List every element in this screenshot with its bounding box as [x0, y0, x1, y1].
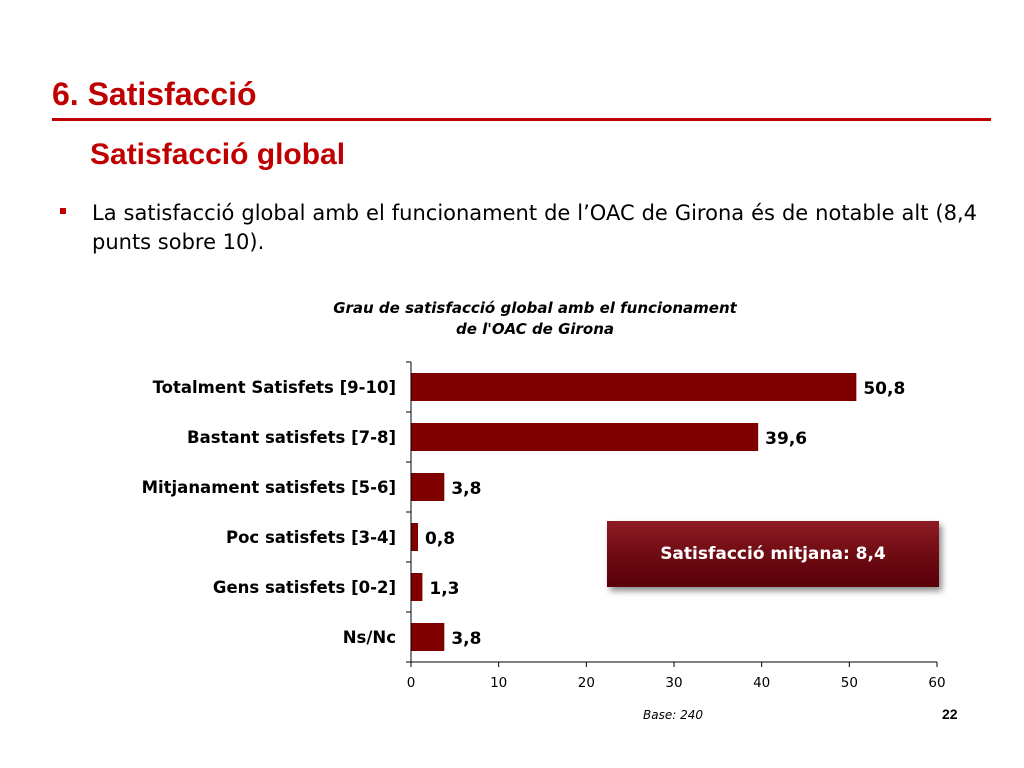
bar [411, 473, 445, 501]
value-label: 39,6 [765, 429, 807, 449]
value-label: 1,3 [429, 579, 459, 599]
category-label: Totalment Satisfets [9-10] [153, 378, 396, 397]
section-title: 6. Satisfacció [52, 76, 257, 112]
bar [411, 623, 445, 651]
bullet-icon [60, 208, 66, 214]
value-label: 50,8 [863, 379, 905, 399]
value-label: 3,8 [451, 629, 481, 649]
category-label: Poc satisfets [3-4] [226, 528, 396, 547]
x-tick-label: 50 [841, 675, 858, 691]
x-tick-label: 40 [753, 675, 770, 691]
slide-subtitle: Satisfacció global [90, 138, 346, 171]
page-number: 22 [942, 706, 958, 722]
x-tick-label: 60 [928, 675, 945, 691]
x-tick-label: 0 [407, 675, 416, 691]
chart-title-line: Grau de satisfacció global amb el funcio… [333, 299, 737, 317]
bar [411, 373, 857, 401]
category-label: Ns/Nc [343, 628, 396, 647]
category-label: Mitjanament satisfets [5-6] [142, 478, 396, 497]
base-note: Base: 240 [643, 708, 703, 722]
bullet-text: La satisfacció global amb el funcionamen… [92, 201, 977, 254]
category-label: Gens satisfets [0-2] [213, 578, 396, 597]
value-label: 3,8 [451, 479, 481, 499]
chart-title-line: de l'OAC de Girona [456, 320, 614, 338]
value-label: 0,8 [425, 529, 455, 549]
x-tick-label: 30 [665, 675, 682, 691]
x-tick-label: 20 [578, 675, 595, 691]
bar [411, 423, 759, 451]
average-satisfaction-callout: Satisfacció mitjana: 8,4 [607, 521, 939, 587]
x-tick-label: 10 [490, 675, 507, 691]
bar [411, 523, 419, 551]
bar [411, 573, 423, 601]
title-divider [52, 118, 991, 121]
category-label: Bastant satisfets [7-8] [187, 428, 396, 447]
